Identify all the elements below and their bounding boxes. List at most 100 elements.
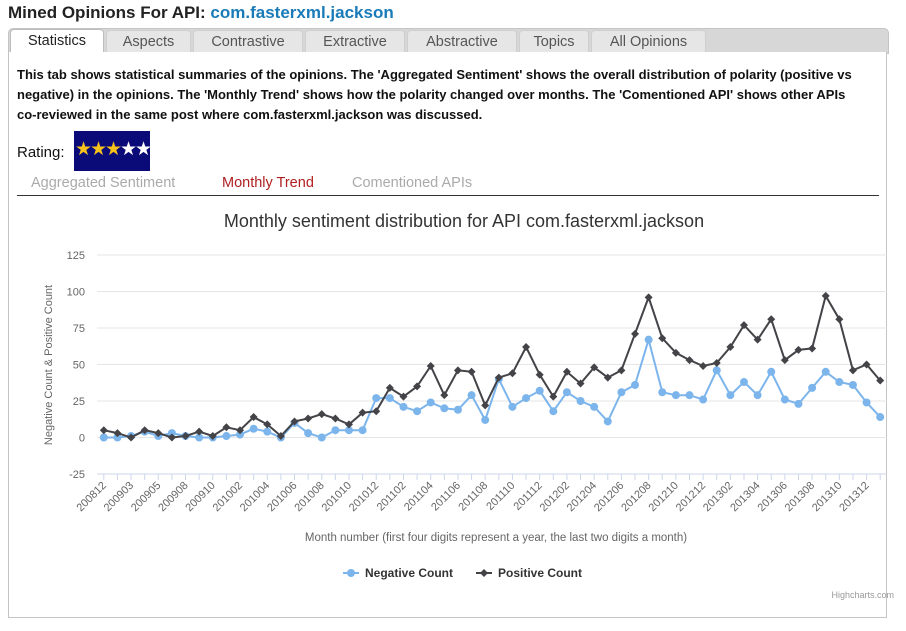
tab-all-opinions[interactable]: All Opinions [591, 30, 706, 52]
positive-count-point[interactable] [290, 417, 299, 426]
legend-item-positive[interactable]: Positive Count [476, 566, 582, 580]
negative-count-point[interactable] [222, 432, 231, 441]
positive-count-point[interactable] [399, 392, 408, 401]
positive-count-point[interactable] [181, 432, 190, 441]
negative-count-point[interactable] [712, 366, 721, 375]
negative-count-point[interactable] [876, 413, 885, 422]
negative-count-point[interactable] [603, 417, 612, 426]
subtab-aggregated-sentiment[interactable]: Aggregated Sentiment [31, 175, 176, 191]
tab-aspects[interactable]: Aspects [106, 30, 191, 52]
positive-count-point[interactable] [753, 335, 762, 344]
negative-count-point[interactable] [685, 391, 694, 400]
negative-count-point[interactable] [617, 388, 626, 397]
negative-count-point[interactable] [331, 426, 340, 435]
positive-count-point[interactable] [508, 369, 517, 378]
positive-count-point[interactable] [603, 373, 612, 382]
positive-count-point[interactable] [848, 366, 857, 375]
positive-count-point[interactable] [263, 420, 272, 429]
negative-count-point[interactable] [739, 378, 748, 387]
negative-count-point[interactable] [440, 404, 449, 413]
negative-count-point[interactable] [263, 427, 272, 436]
positive-count-point[interactable] [385, 383, 394, 392]
positive-count-point[interactable] [835, 315, 844, 324]
negative-count-point[interactable] [780, 395, 789, 404]
positive-count-point[interactable] [685, 356, 694, 365]
negative-count-point[interactable] [508, 402, 517, 411]
negative-count-point[interactable] [671, 391, 680, 400]
negative-count-point[interactable] [848, 380, 857, 389]
negative-count-point[interactable] [658, 388, 667, 397]
negative-count-point[interactable] [249, 424, 258, 433]
positive-count-point[interactable] [590, 363, 599, 372]
highcharts-credit[interactable]: Highcharts.com [831, 590, 894, 600]
negative-count-point[interactable] [590, 402, 599, 411]
positive-count-point[interactable] [862, 360, 871, 369]
negative-count-point[interactable] [535, 386, 544, 395]
negative-count-point[interactable] [413, 407, 422, 416]
negative-count-point[interactable] [562, 388, 571, 397]
positive-count-point[interactable] [195, 427, 204, 436]
positive-count-point[interactable] [576, 379, 585, 388]
negative-count-point[interactable] [753, 391, 762, 400]
negative-count-point[interactable] [453, 405, 462, 414]
tab-extractive[interactable]: Extractive [305, 30, 405, 52]
negative-count-point[interactable] [358, 426, 367, 435]
positive-count-point[interactable] [562, 367, 571, 376]
negative-count-point[interactable] [862, 398, 871, 407]
negative-count-point[interactable] [344, 426, 353, 435]
positive-count-point[interactable] [726, 342, 735, 351]
negative-count-point[interactable] [195, 433, 204, 442]
positive-count-point[interactable] [658, 334, 667, 343]
positive-count-point[interactable] [222, 423, 231, 432]
positive-count-point[interactable] [494, 373, 503, 382]
positive-count-point[interactable] [535, 370, 544, 379]
negative-count-point[interactable] [821, 367, 830, 376]
legend-item-negative[interactable]: Negative Count [343, 566, 453, 580]
positive-count-point[interactable] [712, 359, 721, 368]
negative-count-point[interactable] [304, 429, 313, 438]
negative-count-point[interactable] [808, 383, 817, 392]
negative-count-point[interactable] [549, 407, 558, 416]
positive-count-point[interactable] [99, 426, 108, 435]
positive-count-point[interactable] [236, 426, 245, 435]
negative-count-point[interactable] [835, 378, 844, 387]
positive-count-point[interactable] [453, 366, 462, 375]
positive-count-point[interactable] [331, 414, 340, 423]
positive-count-point[interactable] [739, 321, 748, 330]
positive-count-point[interactable] [780, 356, 789, 365]
negative-count-point[interactable] [522, 394, 531, 403]
negative-count-point[interactable] [113, 433, 122, 442]
negative-count-point[interactable] [399, 402, 408, 411]
negative-count-point[interactable] [317, 433, 326, 442]
negative-count-point[interactable] [726, 391, 735, 400]
negative-count-point[interactable] [372, 394, 381, 403]
positive-count-point[interactable] [481, 401, 490, 410]
positive-count-point[interactable] [317, 410, 326, 419]
tab-topics[interactable]: Topics [519, 30, 589, 52]
positive-count-point[interactable] [208, 432, 217, 441]
positive-count-point[interactable] [522, 342, 531, 351]
positive-count-point[interactable] [127, 433, 136, 442]
positive-count-point[interactable] [440, 391, 449, 400]
positive-count-point[interactable] [413, 382, 422, 391]
negative-count-point[interactable] [467, 391, 476, 400]
positive-count-point[interactable] [631, 329, 640, 338]
negative-count-point[interactable] [576, 397, 585, 405]
positive-count-point[interactable] [358, 408, 367, 417]
positive-count-point[interactable] [794, 345, 803, 354]
subtab-comentioned-apis[interactable]: Comentioned APIs [352, 175, 473, 191]
positive-count-point[interactable] [549, 392, 558, 401]
positive-count-point[interactable] [249, 413, 258, 422]
positive-count-point[interactable] [140, 426, 149, 435]
positive-count-point[interactable] [304, 414, 313, 423]
positive-count-point[interactable] [276, 432, 285, 441]
negative-count-point[interactable] [644, 335, 653, 344]
positive-count-point[interactable] [113, 429, 122, 438]
negative-count-point[interactable] [699, 395, 708, 404]
positive-count-point[interactable] [426, 361, 435, 370]
subtab-monthly-trend[interactable]: Monthly Trend [222, 175, 314, 191]
negative-count-point[interactable] [385, 394, 394, 403]
tab-contrastive[interactable]: Contrastive [193, 30, 303, 52]
positive-count-point[interactable] [617, 366, 626, 375]
positive-count-point[interactable] [154, 429, 163, 438]
